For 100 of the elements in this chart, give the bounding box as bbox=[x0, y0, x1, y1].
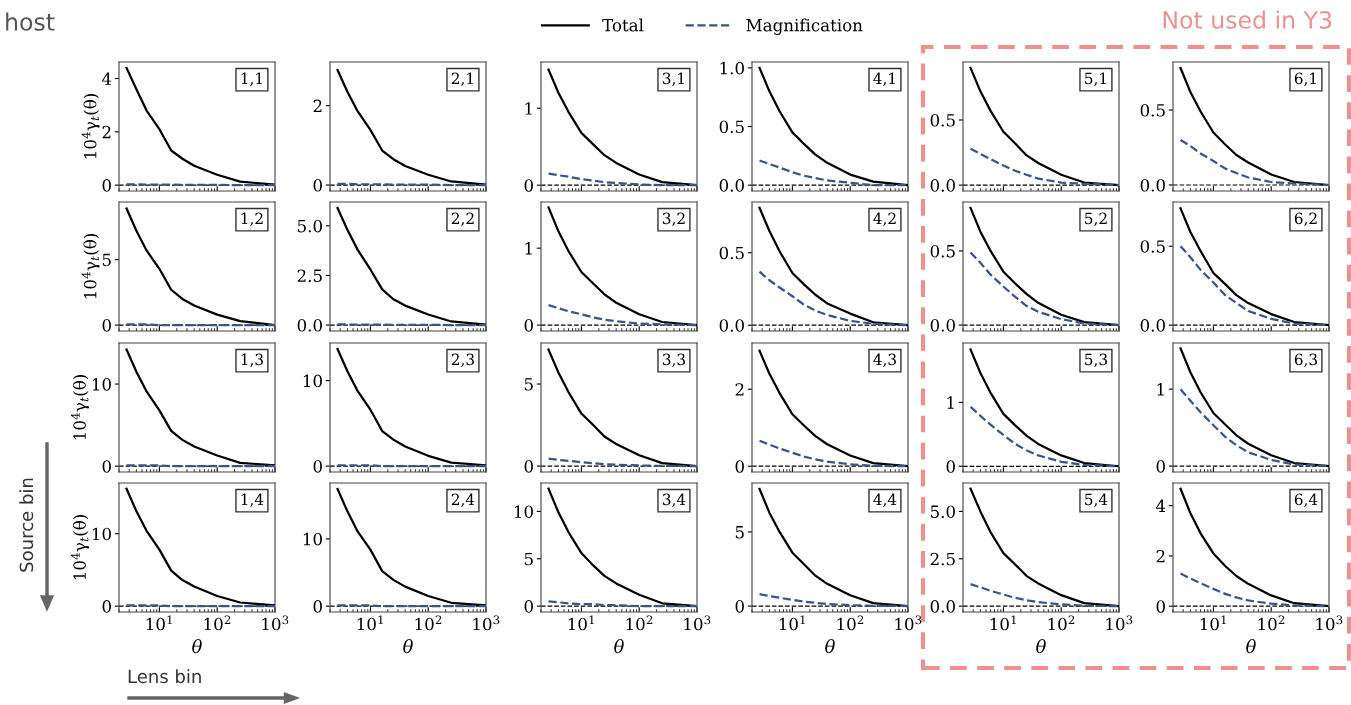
x-tick-label: 10$^{3}$ bbox=[1316, 615, 1343, 631]
annotation: 6,1 bbox=[1294, 72, 1316, 87]
y-tick-label: 0.0 bbox=[1140, 178, 1165, 192]
y-tick-label: 0 bbox=[313, 460, 322, 473]
y-tick-label: 0 bbox=[313, 179, 322, 192]
x-tick-label: 10$^{3}$ bbox=[684, 615, 711, 631]
y-tick-label: 10 bbox=[303, 374, 322, 388]
annotation: 6,2 bbox=[1294, 212, 1317, 227]
x-tick-label: 10$^{2}$ bbox=[204, 615, 231, 631]
y-tick-label: 0 bbox=[1156, 600, 1165, 613]
y-tick-label: 2 bbox=[313, 99, 322, 112]
annotation: 3,2 bbox=[662, 212, 685, 227]
x-axis-title: θ bbox=[192, 639, 202, 654]
y-tick-label: 5 bbox=[102, 253, 111, 267]
x-tick-label: 10$^{3}$ bbox=[473, 615, 500, 631]
y-tick-label: 0 bbox=[735, 460, 744, 473]
y-tick-label: 2 bbox=[1156, 549, 1165, 563]
y-tick-label: 0 bbox=[524, 460, 533, 473]
y-tick-label: 0 bbox=[313, 600, 322, 613]
text: Not used in Y3 bbox=[1163, 10, 1332, 29]
annotation: 6,4 bbox=[1294, 493, 1318, 508]
y-tick-label: 0.0 bbox=[930, 600, 955, 613]
y-tick-label: 1 bbox=[947, 396, 954, 409]
y-tick-label: 4 bbox=[101, 72, 112, 85]
y-tick-label: 0.5 bbox=[1140, 240, 1165, 253]
source-note: Source bin bbox=[19, 478, 34, 572]
annotation: 5,3 bbox=[1085, 353, 1107, 368]
y-tick-label: 0 bbox=[524, 319, 533, 332]
y-tick-label: 1 bbox=[1157, 383, 1164, 396]
y-tick-label: 1 bbox=[525, 242, 532, 255]
x-tick-label: 10$^{1}$ bbox=[990, 615, 1016, 631]
annotation: 3,4 bbox=[662, 493, 686, 508]
annotation: 1,4 bbox=[241, 493, 264, 508]
legend-label: Total bbox=[602, 18, 644, 32]
y-tick-label: 2.5 bbox=[297, 269, 322, 282]
y-tick-label: 0 bbox=[1156, 460, 1165, 473]
y-tick-label: 1 bbox=[525, 102, 532, 115]
y-tick-label: 0.0 bbox=[719, 179, 744, 192]
y-tick-label: 0 bbox=[102, 600, 111, 613]
y-tick-label: 5 bbox=[524, 552, 533, 566]
annotation: 6,3 bbox=[1294, 353, 1317, 368]
x-tick-label: 10$^{1}$ bbox=[1200, 615, 1226, 631]
y-tick-label: 0.5 bbox=[1140, 103, 1165, 117]
x-axis-title: θ bbox=[1036, 639, 1046, 654]
x-tick-label: 10$^{3}$ bbox=[895, 615, 922, 631]
annotation: 5,4 bbox=[1085, 493, 1108, 508]
y-tick-label: 0.5 bbox=[719, 120, 744, 134]
x-tick-label: 10$^{3}$ bbox=[1106, 615, 1133, 631]
y-tick-label: 0.0 bbox=[297, 319, 322, 332]
y-tick-label: 0 bbox=[524, 179, 533, 192]
y-tick-label: 2 bbox=[102, 125, 111, 139]
annotation: 2,1 bbox=[451, 72, 473, 87]
y-tick-label: 0.0 bbox=[930, 179, 955, 192]
x-tick-label: 10$^{2}$ bbox=[837, 615, 864, 631]
y-tick-label: 0 bbox=[946, 460, 955, 473]
y-axis-title: 10$^{4}$γ$_{t}$(θ) bbox=[81, 234, 100, 299]
annotation: 1,2 bbox=[241, 212, 263, 227]
y-tick-label: 10 bbox=[514, 505, 533, 518]
y-tick-label: 10 bbox=[303, 532, 322, 546]
y-tick-label: 0.5 bbox=[930, 113, 955, 127]
x-tick-label: 10$^{1}$ bbox=[146, 615, 172, 631]
y-tick-label: 0.5 bbox=[930, 244, 955, 258]
x-axis-title: θ bbox=[1246, 639, 1256, 654]
annotation: 2,3 bbox=[451, 353, 474, 368]
y-tick-label: 2 bbox=[735, 383, 744, 396]
x-axis-title: θ bbox=[614, 639, 624, 654]
text: Lens bin bbox=[128, 669, 201, 684]
y-tick-label: 0 bbox=[735, 600, 744, 613]
y-tick-label: 0.0 bbox=[930, 319, 955, 332]
x-tick-label: 10$^{1}$ bbox=[779, 615, 805, 631]
annotation: 1,1 bbox=[241, 72, 262, 87]
y-tick-label: 10 bbox=[92, 527, 111, 541]
y-tick-label: 0 bbox=[102, 319, 111, 332]
x-tick-label: 10$^{1}$ bbox=[357, 615, 383, 631]
annotation: 4,4 bbox=[873, 493, 897, 508]
annotation: 1,3 bbox=[241, 353, 263, 368]
y-tick-label: 1.0 bbox=[720, 61, 744, 75]
y-tick-label: 0.0 bbox=[1140, 319, 1165, 332]
x-tick-label: 10$^{2}$ bbox=[415, 615, 442, 631]
annotation: 2,2 bbox=[451, 212, 474, 227]
y-tick-label: 10 bbox=[92, 378, 111, 391]
y-tick-label: 5.0 bbox=[930, 505, 955, 518]
x-axis-title: θ bbox=[825, 639, 835, 654]
y-tick-label: 0.5 bbox=[719, 246, 744, 260]
y-tick-label: 5.0 bbox=[297, 219, 322, 233]
text: host bbox=[6, 12, 55, 31]
annotation: 5,2 bbox=[1085, 212, 1107, 227]
x-tick-label: 10$^{2}$ bbox=[1048, 615, 1075, 631]
annotation: 4,1 bbox=[873, 72, 895, 87]
y-tick-label: 0 bbox=[102, 460, 111, 473]
annotation: 3,3 bbox=[662, 353, 685, 368]
y-tick-label: 5 bbox=[735, 526, 744, 539]
annotation: 5,1 bbox=[1085, 72, 1106, 87]
y-tick-label: 0 bbox=[524, 600, 533, 613]
y-axis-title: 10$^{4}$γ$_{t}$(θ) bbox=[81, 94, 100, 159]
x-tick-label: 10$^{3}$ bbox=[262, 615, 289, 631]
y-tick-label: 2.5 bbox=[930, 552, 955, 566]
y-axis-title: 10$^{4}$γ$_{t}$(θ) bbox=[70, 515, 90, 580]
annotation: 3,1 bbox=[662, 72, 684, 87]
x-tick-label: 10$^{2}$ bbox=[1258, 615, 1285, 631]
